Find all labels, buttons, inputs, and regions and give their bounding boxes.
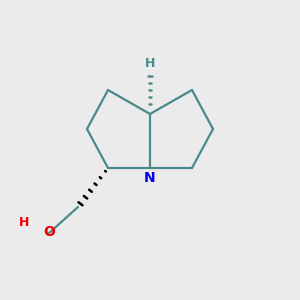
Text: N: N [144,172,156,185]
Text: O: O [43,226,55,239]
Text: H: H [19,215,29,229]
Text: H: H [145,57,155,70]
